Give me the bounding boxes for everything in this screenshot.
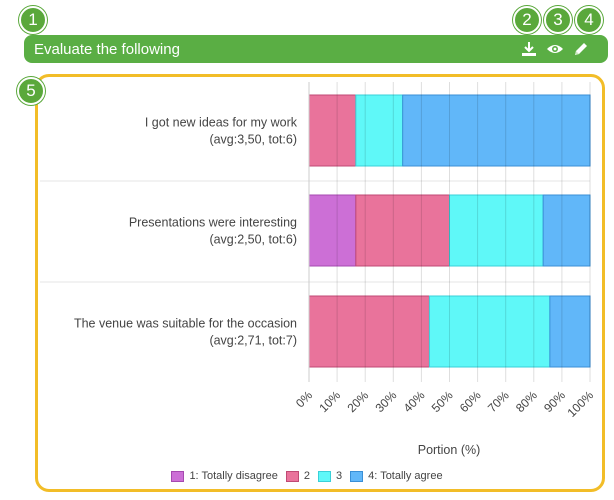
- category-label: The venue was suitable for the occasion: [74, 317, 297, 331]
- download-icon[interactable]: [520, 40, 538, 58]
- legend-label: 2: [303, 470, 311, 482]
- chart-legend: 1: Totally disagree 2 3 4: Totally agree: [0, 470, 614, 482]
- question-title: Evaluate the following: [34, 40, 180, 58]
- bar-segment: [449, 194, 544, 267]
- x-tick-label: 40%: [401, 388, 428, 415]
- callout-4: 4: [575, 6, 603, 34]
- legend-label: 3: [336, 470, 343, 482]
- x-tick-label: 90%: [541, 388, 568, 415]
- x-tick-label: 100%: [565, 388, 597, 420]
- category-stats: (avg:2,50, tot:6): [209, 233, 297, 247]
- x-axis-label: Portion (%): [418, 443, 481, 457]
- bar-segment: [308, 295, 430, 368]
- bar-segment: [308, 194, 357, 267]
- eye-icon[interactable]: [546, 40, 564, 58]
- bar-segment: [542, 194, 591, 267]
- callout-5: 5: [17, 77, 45, 105]
- x-tick-label: 60%: [457, 388, 484, 415]
- bar-segment: [308, 94, 357, 167]
- x-tick-label: 20%: [344, 388, 371, 415]
- legend-label: 1: Totally disagree: [189, 470, 278, 482]
- legend-swatch: [350, 470, 364, 482]
- stacked-bar-chart: I got new ideas for my work (avg:3,50, to…: [40, 82, 597, 457]
- x-tick-label: 30%: [373, 388, 400, 415]
- legend-item[interactable]: 1: Totally disagree: [171, 470, 278, 482]
- category-stats: (avg:2,71, tot:7): [209, 334, 297, 348]
- legend-label: 4: Totally agree: [368, 470, 443, 482]
- category-stats: (avg:3,50, tot:6): [209, 133, 297, 147]
- bar-segment: [402, 94, 591, 167]
- category-label: Presentations were interesting: [129, 216, 297, 230]
- legend-swatch: [171, 470, 185, 482]
- x-tick-label: 70%: [485, 388, 512, 415]
- legend-item[interactable]: 2: [285, 470, 311, 482]
- bar-segment: [428, 295, 551, 368]
- legend-swatch: [318, 470, 332, 482]
- callout-3: 3: [544, 6, 572, 34]
- legend-swatch: [285, 470, 299, 482]
- x-tick-label: 0%: [293, 388, 315, 410]
- chart-frame: [35, 74, 605, 492]
- x-tick-label: 50%: [429, 388, 456, 415]
- legend-item[interactable]: 4: Totally agree: [350, 470, 443, 482]
- callout-1: 1: [19, 6, 47, 34]
- bar-segment: [549, 295, 591, 368]
- callout-2: 2: [513, 6, 541, 34]
- x-tick-label: 80%: [513, 388, 540, 415]
- legend-item[interactable]: 3: [318, 470, 342, 482]
- bar-segment: [355, 94, 404, 167]
- category-label: I got new ideas for my work: [145, 116, 298, 130]
- pencil-icon[interactable]: [572, 40, 590, 58]
- x-tick-label: 10%: [316, 388, 343, 415]
- question-header: Evaluate the following: [24, 35, 608, 63]
- bar-segment: [355, 194, 451, 267]
